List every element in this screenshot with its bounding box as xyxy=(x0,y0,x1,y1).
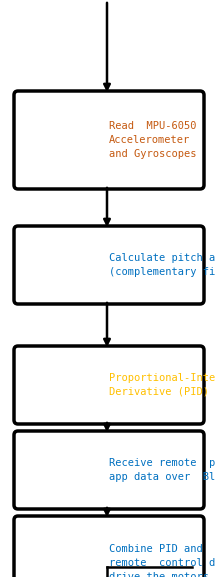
FancyBboxPatch shape xyxy=(14,516,204,577)
FancyBboxPatch shape xyxy=(14,226,204,304)
FancyBboxPatch shape xyxy=(14,346,204,424)
Text: Read  MPU-6050
Accelerometer
and Gyroscopes: Read MPU-6050 Accelerometer and Gyroscop… xyxy=(109,121,197,159)
Text: Calculate pitch angle
(complementary filter): Calculate pitch angle (complementary fil… xyxy=(109,253,215,277)
Text: Proportional-Integral-
Derivative (PID) control: Proportional-Integral- Derivative (PID) … xyxy=(109,373,215,397)
FancyBboxPatch shape xyxy=(14,431,204,509)
Text: Receive remote  phone
app data over  Bluetooth: Receive remote phone app data over Bluet… xyxy=(109,458,215,482)
FancyBboxPatch shape xyxy=(14,91,204,189)
Text: Combine PID and
remote  control data to
drive the motors: Combine PID and remote control data to d… xyxy=(109,544,215,577)
